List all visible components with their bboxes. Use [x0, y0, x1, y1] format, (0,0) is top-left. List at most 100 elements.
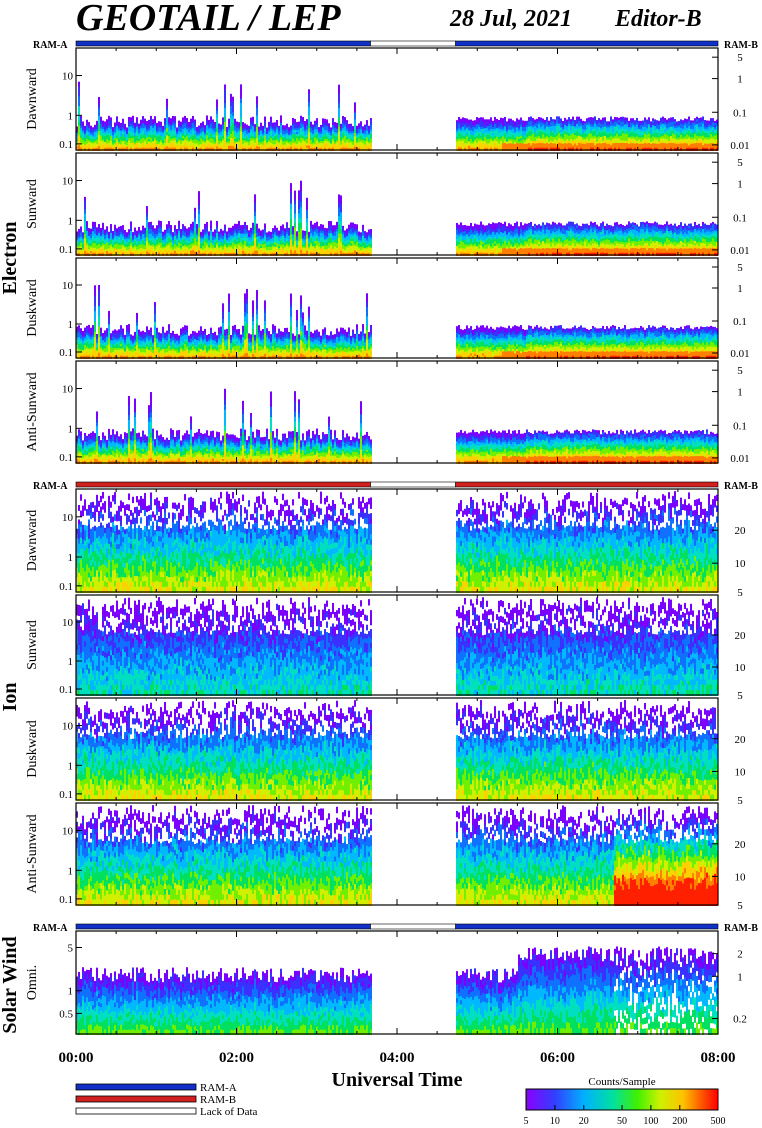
heatmap-cell [292, 136, 294, 140]
heatmap-cell [142, 147, 144, 151]
heatmap-cell [188, 143, 190, 147]
heatmap-cell [326, 139, 328, 143]
heatmap-cell [92, 130, 94, 134]
heatmap-cell [272, 126, 274, 130]
heatmap-cell [138, 138, 140, 142]
heatmap-cell [228, 125, 230, 129]
heatmap-cell [328, 138, 330, 142]
heatmap-cell [260, 138, 262, 142]
heatmap-cell [248, 127, 250, 131]
heatmap-cell [336, 138, 338, 142]
heatmap-cell [138, 133, 140, 136]
heatmap-cell [356, 136, 358, 139]
heatmap-cell [300, 132, 302, 137]
heatmap-cell [288, 146, 290, 150]
heatmap-cell [186, 140, 188, 145]
heatmap-cell [206, 130, 208, 134]
heatmap-cell [104, 137, 106, 141]
heatmap-cell [194, 141, 196, 145]
heatmap-cell [236, 133, 238, 137]
heatmap-cell [186, 145, 188, 149]
heatmap-cell [174, 123, 176, 127]
heatmap-cell [316, 118, 318, 122]
heatmap-cell [210, 128, 212, 132]
heatmap-cell [146, 137, 148, 141]
heatmap-cell [166, 124, 168, 130]
heatmap-cell [164, 136, 166, 140]
heatmap-cell [350, 131, 352, 135]
heatmap-cell [196, 145, 198, 148]
heatmap-cell [200, 128, 202, 132]
heatmap-cell [222, 129, 224, 133]
heatmap-cell [208, 132, 210, 136]
heatmap-cell [92, 140, 94, 143]
heatmap-cell [256, 142, 258, 148]
heatmap-cell [144, 143, 146, 147]
heatmap-cell [244, 144, 246, 148]
heatmap-cell [284, 134, 286, 137]
heatmap-cell [250, 145, 252, 149]
heatmap-cell [312, 129, 314, 133]
heatmap-cell [228, 134, 230, 138]
heatmap-cell [316, 134, 318, 138]
heatmap-cell [120, 130, 122, 134]
heatmap-cell [108, 130, 110, 134]
heatmap-cell [332, 131, 334, 136]
heatmap-cell [126, 135, 128, 139]
heatmap-cell [154, 140, 156, 144]
heatmap-cell [178, 145, 180, 149]
heatmap-cell [214, 126, 216, 130]
heatmap-cell [130, 135, 132, 140]
heatmap-cell [156, 144, 158, 148]
heatmap-cell [110, 136, 112, 140]
heatmap-cell [304, 137, 306, 141]
heatmap-cell [254, 129, 256, 133]
heatmap-cell [188, 133, 190, 137]
heatmap-cell [262, 132, 264, 136]
heatmap-cell [88, 146, 90, 150]
heatmap-cell [152, 132, 154, 136]
heatmap-cell [134, 128, 136, 132]
heatmap-cell [88, 124, 90, 128]
heatmap-cell [358, 132, 360, 136]
heatmap-cell [348, 140, 350, 144]
heatmap-cell [312, 146, 314, 150]
heatmap-cell [98, 115, 100, 121]
heatmap-cell [128, 128, 130, 133]
heatmap-cell [222, 136, 224, 140]
heatmap-cell [232, 111, 234, 117]
heatmap-cell [264, 140, 266, 144]
heatmap-cell [310, 127, 312, 131]
heatmap-cell [92, 143, 94, 147]
heatmap-cell [324, 127, 326, 131]
heatmap-cell [292, 127, 294, 131]
heatmap-cell [194, 139, 196, 143]
heatmap-cell [272, 146, 274, 150]
heatmap-cell [270, 119, 272, 123]
heatmap-cell [314, 120, 316, 124]
heatmap-cell [88, 128, 90, 132]
heatmap-cell [202, 143, 204, 147]
heatmap-cell [226, 133, 228, 137]
heatmap-cell [118, 133, 120, 137]
heatmap-cell [200, 136, 202, 140]
heatmap-cell [354, 102, 356, 107]
heatmap-cell [250, 129, 252, 133]
heatmap-cell [110, 117, 112, 121]
heatmap-cell [156, 146, 158, 150]
heatmap-cell [306, 127, 308, 132]
heatmap-cell [122, 127, 124, 131]
heatmap-cell [240, 121, 242, 128]
heatmap-cell [176, 130, 178, 134]
heatmap-cell [130, 126, 132, 130]
heatmap-cell [104, 131, 106, 135]
heatmap-cell [296, 146, 298, 150]
heatmap-cell [198, 139, 200, 143]
heatmap-cell [280, 115, 282, 119]
heatmap-cell [164, 138, 166, 142]
heatmap-cell [252, 128, 254, 133]
heatmap-cell [228, 147, 230, 151]
heatmap-cell [352, 138, 354, 141]
heatmap-cell [336, 128, 338, 132]
heatmap-cell [162, 131, 164, 134]
